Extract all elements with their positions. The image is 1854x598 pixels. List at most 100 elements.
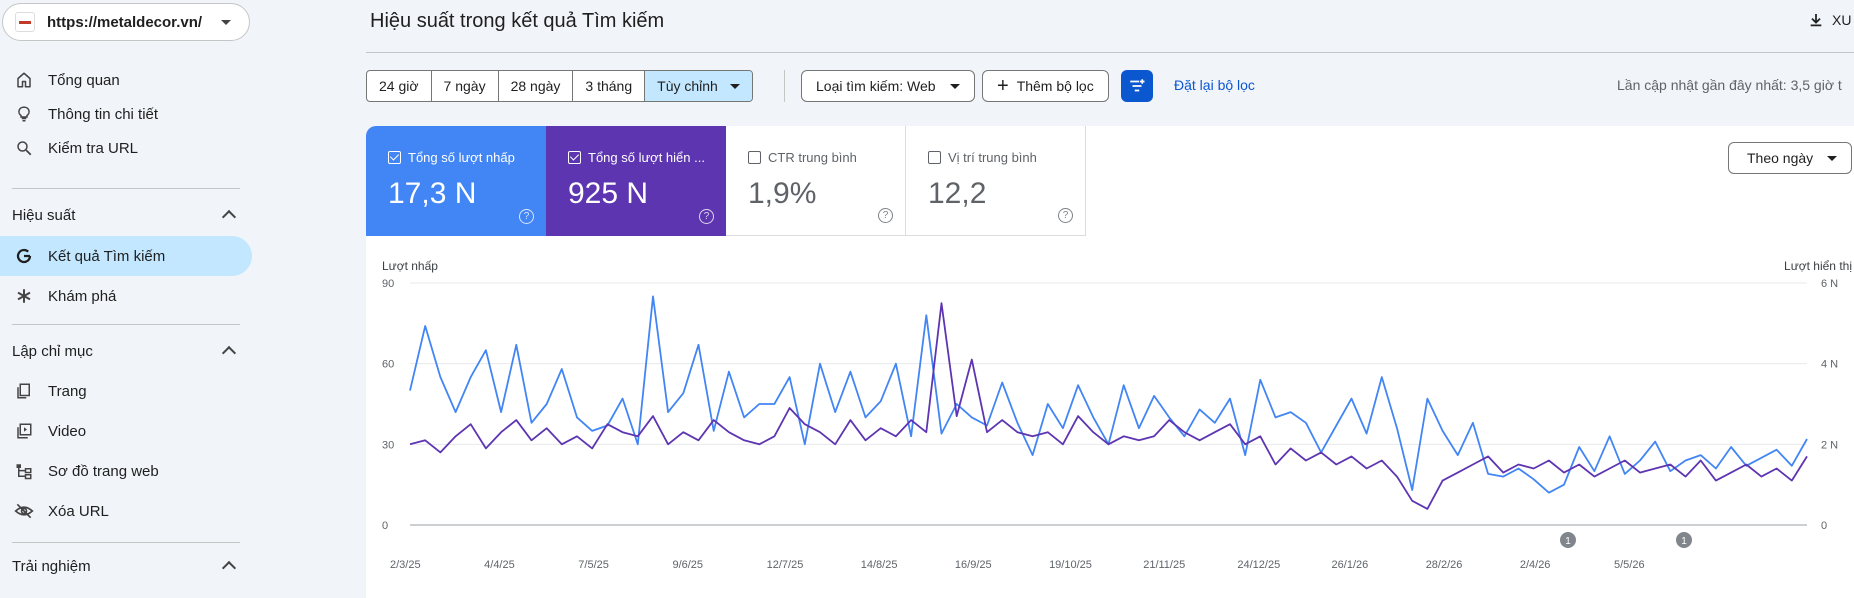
reset-filters-link[interactable]: Đặt lại bộ lọc [1174,77,1255,93]
add-filter-button[interactable]: + Thêm bộ lọc [982,70,1109,102]
download-icon [1810,14,1822,27]
dropdown-arrow-icon [729,83,740,89]
section-title: Hiệu suất [12,206,76,224]
filter-separator [784,70,785,102]
metric-total-impressions[interactable]: Tổng số lượt hiển ... 925 N ? [546,126,726,236]
nav-removals[interactable]: Xóa URL [0,491,252,531]
granularity-dropdown[interactable]: Theo ngày [1728,142,1852,174]
nav-discover[interactable]: Khám phá [0,276,252,316]
search-icon [14,138,34,158]
chevron-up-icon [221,209,237,225]
metric-value: 12,2 [928,177,987,210]
right-tick-label: 0 [1821,520,1827,532]
right-tick-label: 6 N [1821,278,1838,290]
nav-insights[interactable]: Thông tin chi tiết [0,94,252,134]
range-3m[interactable]: 3 tháng [573,71,646,101]
dropdown-arrow-icon [949,83,960,89]
page-title: Hiệu suất trong kết quả Tìm kiếm [370,10,665,32]
metric-average-ctr[interactable]: CTR trung bình 1,9% ? [726,126,906,236]
right-axis-label: Lượt hiển thị [1784,259,1852,273]
section-title: Trải nghiệm [12,557,91,575]
chevron-up-icon [221,560,237,576]
x-tick-label: 12/7/25 [767,559,804,571]
metric-average-position[interactable]: Vị trí trung bình 12,2 ? [906,126,1086,236]
nav-pages[interactable]: Trang [0,371,252,411]
nav-label: Kiểm tra URL [48,139,139,157]
x-tick-label: 28/2/26 [1426,559,1463,571]
lightbulb-icon [14,104,34,124]
checkbox[interactable] [928,151,941,164]
chevron-up-icon [221,345,237,361]
x-tick-label: 4/4/25 [484,559,515,571]
checkbox[interactable] [568,151,581,164]
property-selector[interactable]: https://metaldecor.vn/ [2,3,250,41]
nav-overview[interactable]: Tổng quan [0,60,252,100]
nav-label: Sơ đồ trang web [48,462,159,480]
search-type-dropdown[interactable]: Loại tìm kiếm: Web [801,70,975,102]
impressions-series-line [409,302,1808,510]
annotation-marker [1560,532,1576,548]
nav-label: Thông tin chi tiết [48,105,159,123]
checkbox[interactable] [388,151,401,164]
nav-video[interactable]: Video [0,411,252,451]
range-24h[interactable]: 24 giờ [367,71,432,101]
home-icon [14,70,34,90]
x-tick-label: 26/1/26 [1332,559,1369,571]
nav-url-inspection[interactable]: Kiểm tra URL [0,128,252,168]
nav-label: Trang [48,382,87,400]
help-icon[interactable]: ? [699,209,714,224]
metric-value: 925 N [568,177,649,210]
metric-label: Vị trí trung bình [948,150,1037,165]
annotation-label: 1 [1565,536,1571,547]
range-28d[interactable]: 28 ngày [499,71,574,101]
section-experience[interactable]: Trải nghiệm [12,551,240,581]
x-tick-label: 9/6/25 [672,559,703,571]
x-tick-label: 14/8/25 [861,559,898,571]
range-custom-label: Tùy chỉnh [657,78,718,94]
x-tick-label: 2/3/25 [390,559,421,571]
export-button[interactable]: XU [1808,12,1851,28]
nav-sitemaps[interactable]: Sơ đồ trang web [0,451,252,491]
divider [12,324,240,325]
checkbox[interactable] [748,151,761,164]
last-update-text: Lần cập nhật gần đây nhất: 3,5 giờ t [1617,77,1842,93]
asterisk-icon [14,286,34,306]
property-url: https://metaldecor.vn/ [47,13,203,31]
nav-label: Xóa URL [48,502,109,520]
x-tick-label: 5/5/26 [1614,559,1645,571]
sidebar: https://metaldecor.vn/ Tổng quan Thông t… [0,0,255,598]
plus-icon: + [997,75,1009,97]
nav-search-results[interactable]: Kết quả Tìm kiếm [0,236,252,276]
section-indexing[interactable]: Lập chỉ mục [12,336,240,366]
divider [12,542,240,543]
range-custom[interactable]: Tùy chỉnh [645,71,752,101]
right-tick-label: 2 N [1821,439,1838,451]
site-favicon [15,12,35,32]
google-g-icon [14,246,34,266]
nav-label: Kết quả Tìm kiếm [48,247,166,265]
eye-off-icon [14,501,34,521]
metric-label: Tổng số lượt nhấp [408,150,515,165]
help-icon[interactable]: ? [878,208,893,223]
export-label: XU [1832,12,1852,28]
video-icon [14,421,34,441]
x-tick-label: 21/11/25 [1143,559,1185,571]
nav-label: Video [48,422,87,440]
divider [12,188,240,189]
section-performance[interactable]: Hiệu suất [12,200,240,230]
nav-label: Khám phá [48,287,117,305]
metric-label: Tổng số lượt hiển ... [588,150,705,165]
help-icon[interactable]: ? [1058,208,1073,223]
left-tick-label: 0 [382,520,388,532]
help-icon[interactable]: ? [519,209,534,224]
filter-settings-button[interactable] [1121,70,1153,102]
range-7d[interactable]: 7 ngày [432,71,499,101]
right-tick-label: 4 N [1821,359,1838,371]
section-title: Lập chỉ mục [12,342,93,360]
x-tick-label: 19/10/25 [1049,559,1092,571]
left-axis-label: Lượt nhấp [382,259,438,273]
metric-total-clicks[interactable]: Tổng số lượt nhấp 17,3 N ? [366,126,546,236]
dropdown-arrow-icon [1827,155,1837,161]
sitemap-icon [14,461,34,481]
chevron-down-icon [221,19,231,25]
